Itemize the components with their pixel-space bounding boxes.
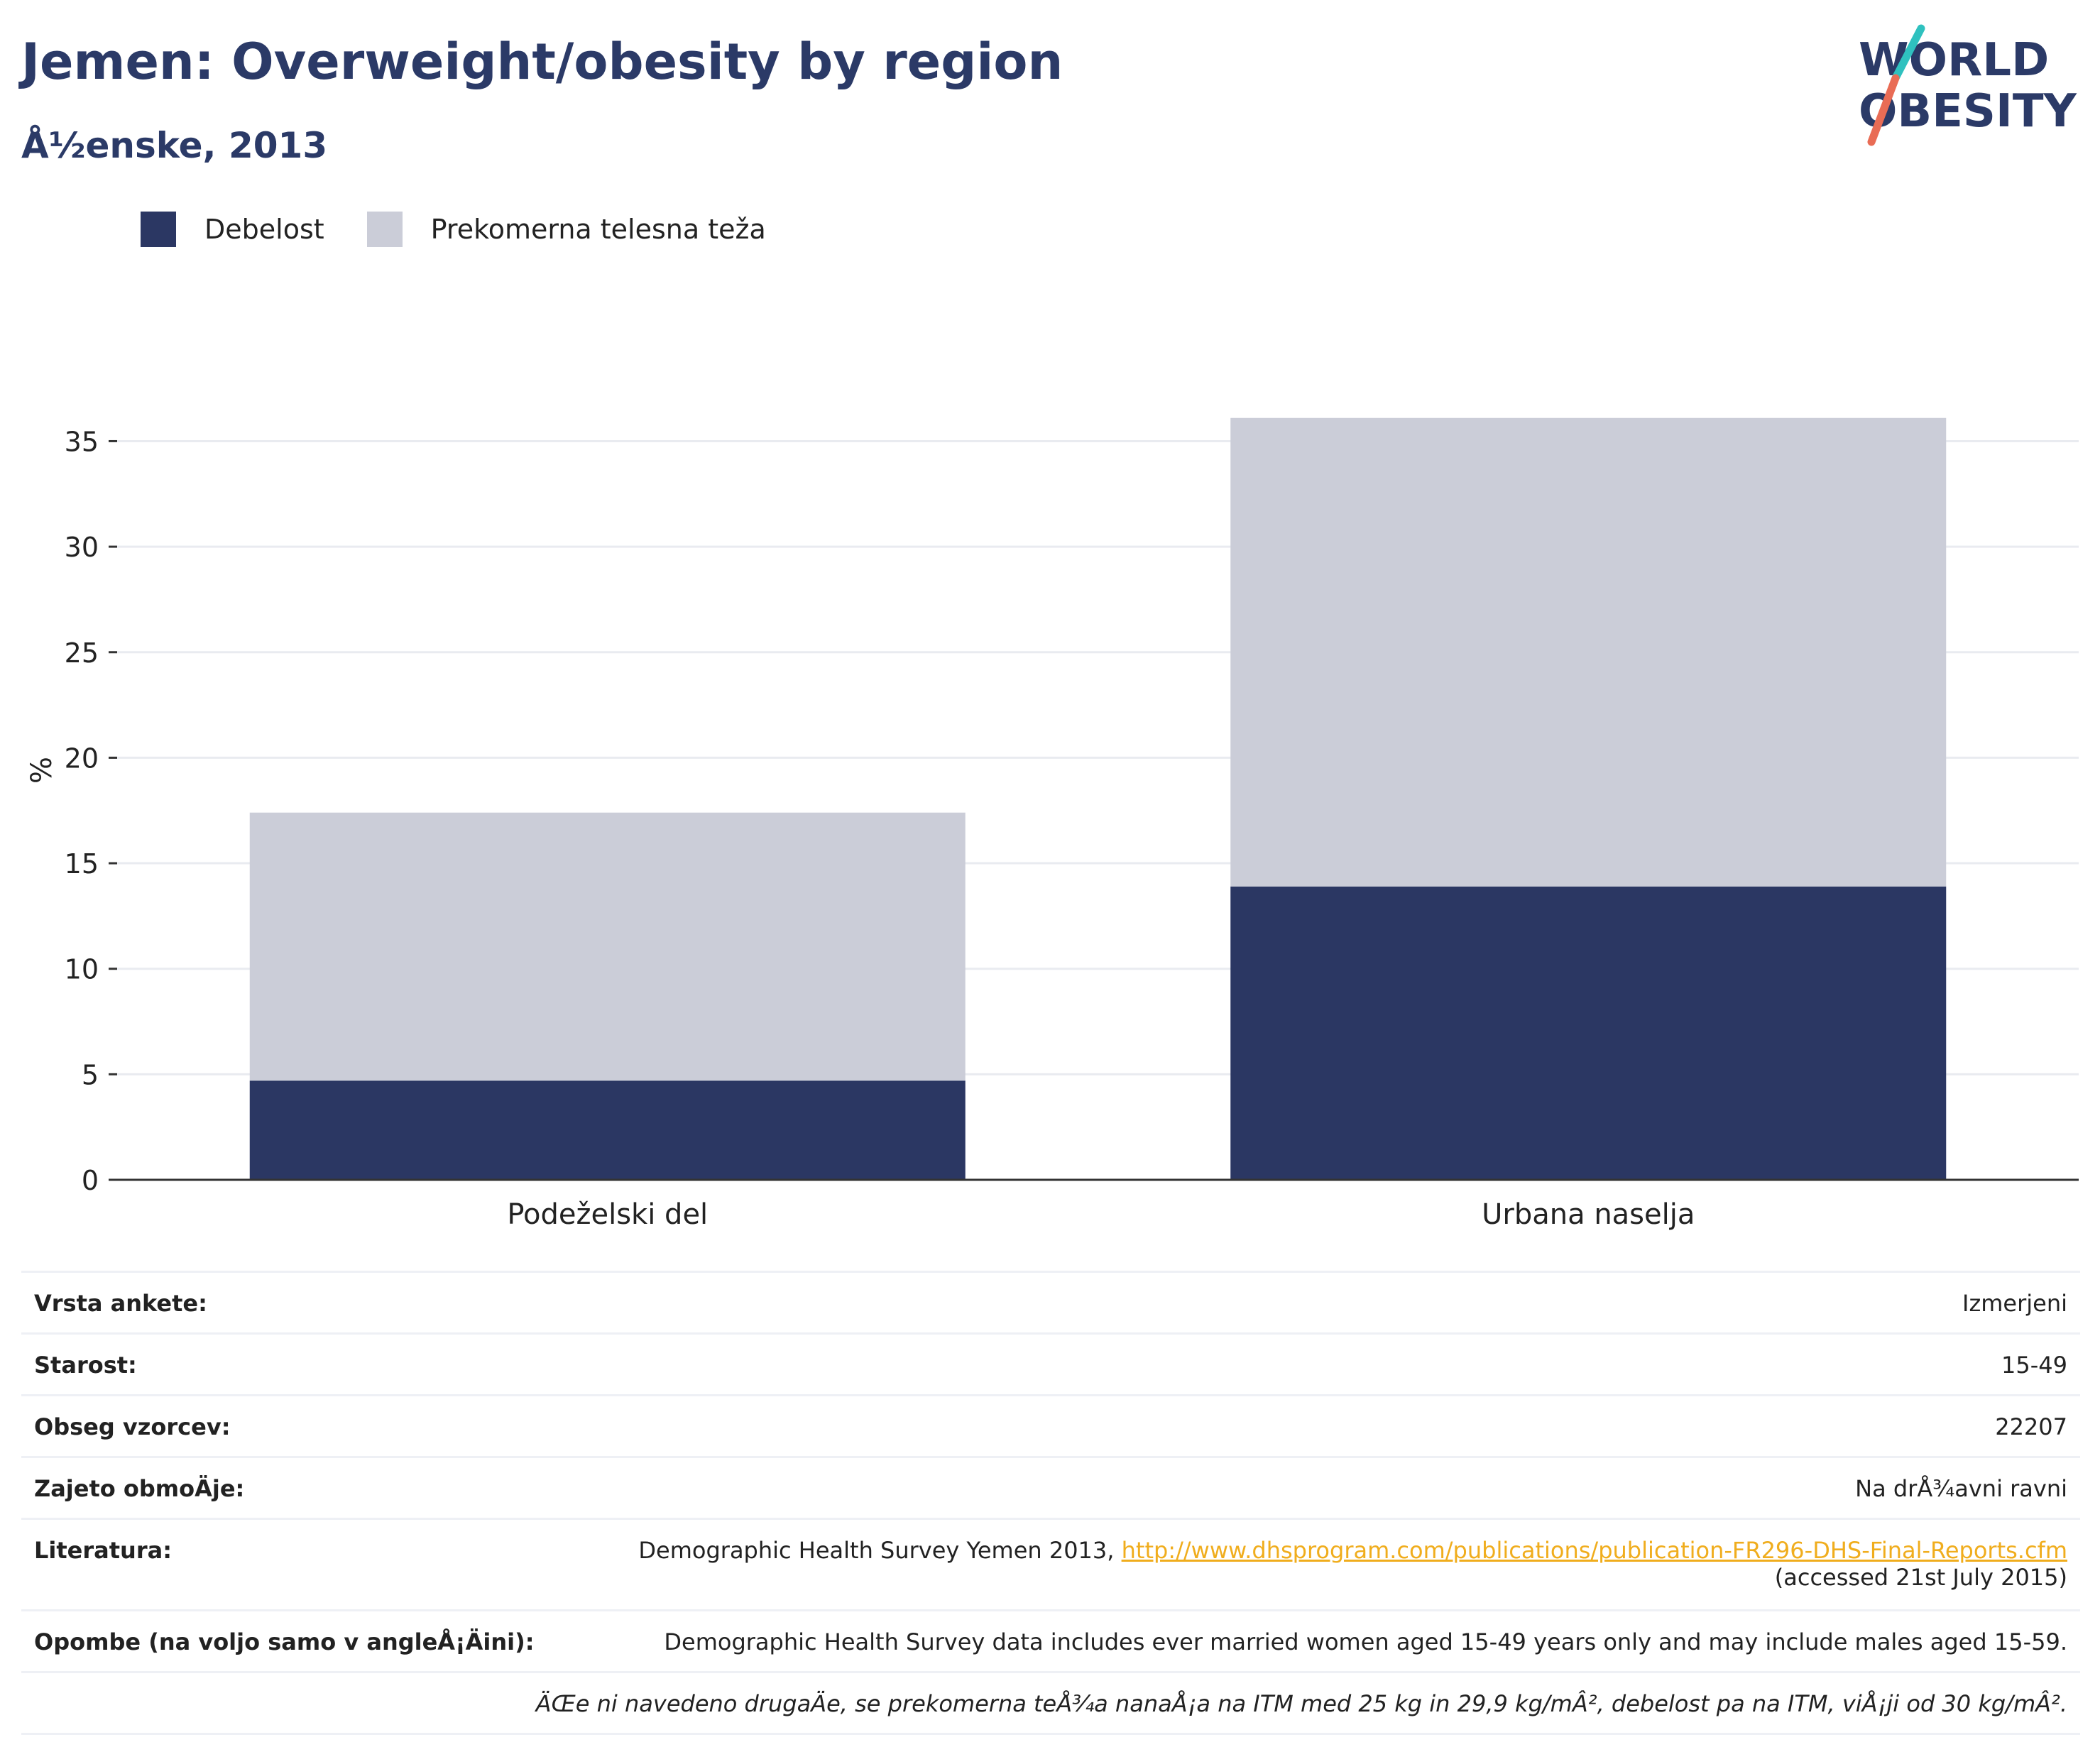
info-row-area: Zajeto obmoÄje: Na drÅ¾avni ravni — [21, 1456, 2080, 1518]
survey-info-table: Vrsta ankete: Izmerjeni Starost: 15-49 O… — [21, 1271, 2080, 1735]
notes-label: Opombe (na voljo samo v angleÅ¡Äini): — [34, 1628, 535, 1655]
info-row-references: Literatura: Demographic Health Survey Ye… — [21, 1518, 2080, 1609]
x-axis-labels: Podeželski del Urbana naselja — [507, 1198, 1695, 1231]
legend-swatch-obesity — [141, 212, 176, 247]
y-tick-label: 15 — [65, 848, 99, 880]
references-link[interactable]: http://www.dhsprogram.com/publications/p… — [1121, 1537, 2067, 1564]
info-row-definition: ÄŒe ni navedeno drugaÄe, se prekomerna t… — [21, 1671, 2080, 1735]
y-tick-label: 10 — [65, 954, 99, 985]
area-value: Na drÅ¾avni ravni — [1855, 1475, 2067, 1502]
bar-overweight-0[interactable] — [249, 812, 966, 1081]
chart-subtitle: Å½enske, 2013 — [21, 125, 328, 166]
info-row-sample-size: Obseg vzorcev: 22207 — [21, 1394, 2080, 1456]
sample-size-value: 22207 — [1995, 1413, 2067, 1440]
legend: Debelost Prekomerna telesna teža — [141, 212, 809, 247]
references-value: Demographic Health Survey Yemen 2013, ht… — [638, 1537, 2067, 1591]
survey-type-label: Vrsta ankete: — [34, 1290, 207, 1317]
age-value: 15-49 — [2001, 1352, 2067, 1379]
legend-label-overweight: Prekomerna telesna teža — [430, 214, 766, 245]
legend-label-obesity: Debelost — [204, 214, 324, 245]
logo-coral-slash — [1867, 74, 1900, 146]
age-label: Starost: — [34, 1352, 137, 1379]
definition-note: ÄŒe ni navedeno drugaÄe, se prekomerna t… — [535, 1690, 2067, 1717]
y-tick-label: 25 — [65, 637, 99, 669]
references-accessed: (accessed 21st July 2015) — [1774, 1564, 2067, 1591]
chart-title: Jemen: Overweight/obesity by region — [21, 33, 1063, 91]
y-tick-label: 0 — [82, 1165, 99, 1196]
bar-overweight-1[interactable] — [1230, 417, 1947, 887]
legend-swatch-overweight — [366, 212, 403, 247]
logo-teal-slash — [1891, 24, 1925, 82]
x-tick-label: Podeželski del — [507, 1198, 708, 1231]
stacked-bar-chart: 0 5 10 15 20 25 30 35 Podeželski del Urbana nase… — [26, 417, 2079, 1231]
legend-item-obesity[interactable]: Debelost — [141, 212, 324, 247]
y-axis-ticks: 0 5 10 15 20 25 30 35 — [65, 426, 117, 1196]
world-obesity-logo: WORLD OBESITY — [1859, 24, 2077, 146]
info-row-survey-type: Vrsta ankete: Izmerjeni — [21, 1271, 2080, 1332]
survey-type-value: Izmerjeni — [1962, 1290, 2067, 1317]
info-row-notes: Opombe (na voljo samo v angleÅ¡Äini): De… — [21, 1609, 2080, 1671]
y-axis-label: % — [26, 757, 58, 784]
y-tick-label: 20 — [65, 743, 99, 774]
references-label: Literatura: — [34, 1537, 172, 1564]
legend-item-overweight[interactable]: Prekomerna telesna teža — [366, 212, 766, 247]
bars — [249, 417, 1947, 1180]
logo-word-obesity: OBESITY — [1859, 85, 2077, 138]
references-text: Demographic Health Survey Yemen 2013, — [638, 1537, 1122, 1564]
info-row-age: Starost: 15-49 — [21, 1332, 2080, 1394]
bar-obesity-0[interactable] — [249, 1080, 966, 1180]
notes-value: Demographic Health Survey data includes … — [664, 1628, 2067, 1655]
area-label: Zajeto obmoÄje: — [34, 1475, 245, 1502]
y-tick-label: 30 — [65, 532, 99, 563]
sample-size-label: Obseg vzorcev: — [34, 1413, 231, 1440]
y-tick-label: 35 — [65, 426, 99, 457]
bar-obesity-1[interactable] — [1230, 886, 1947, 1180]
logo-word-world: WORLD — [1859, 34, 2049, 87]
y-tick-label: 5 — [82, 1059, 99, 1090]
x-tick-label: Urbana naselja — [1482, 1198, 1695, 1231]
